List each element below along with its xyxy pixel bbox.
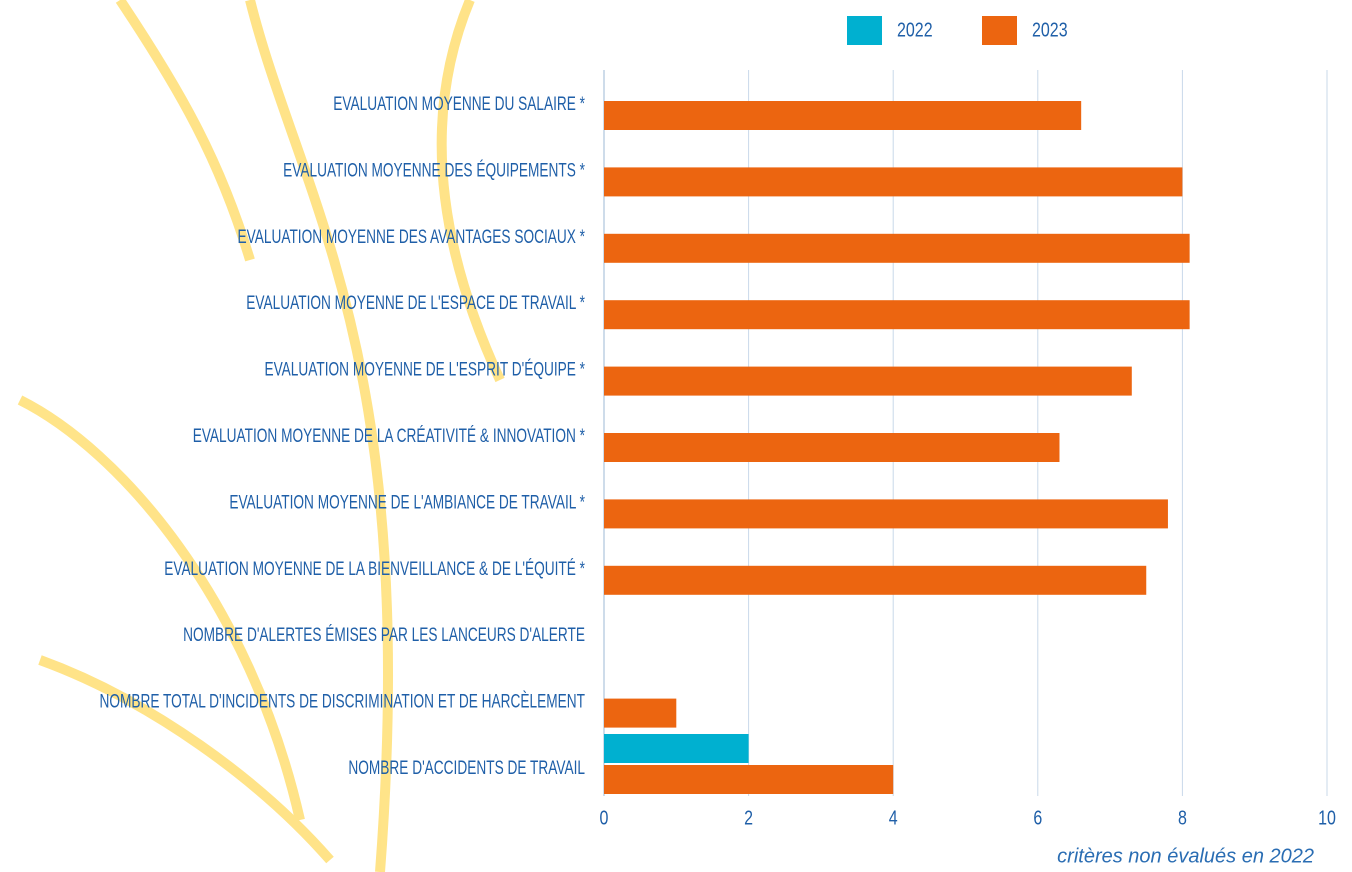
category-label-group: EVALUATION MOYENNE DE LA CRÉATIVITÉ & IN… xyxy=(193,425,586,447)
category-label-group: EVALUATION MOYENNE DE L'AMBIANCE DE TRAV… xyxy=(229,491,585,513)
category-label-group: NOMBRE D'ACCIDENTS DE TRAVAIL xyxy=(348,757,585,779)
bar xyxy=(604,167,1183,197)
bar xyxy=(604,101,1082,130)
category-label: EVALUATION MOYENNE DES ÉQUIPEMENTS * xyxy=(283,159,585,181)
category-label: NOMBRE TOTAL D'INCIDENTS DE DISCRIMINATI… xyxy=(99,690,585,712)
category-label-group: EVALUATION MOYENNE DE L'ESPACE DE TRAVAI… xyxy=(246,292,585,314)
x-tick-group: 2 xyxy=(744,807,753,829)
background-decoration xyxy=(17,0,505,872)
bar xyxy=(604,300,1190,330)
bar xyxy=(604,366,1132,396)
category-label: NOMBRE D'ALERTES ÉMISES PAR LES LANCEURS… xyxy=(183,624,585,646)
category-label: EVALUATION MOYENNE DE L'ESPACE DE TRAVAI… xyxy=(246,292,585,314)
category-label-group: EVALUATION MOYENNE DES AVANTAGES SOCIAUX… xyxy=(238,226,586,248)
legend-label-group: 2022 xyxy=(897,19,933,41)
category-label-group: EVALUATION MOYENNE DU SALAIRE * xyxy=(333,93,585,115)
bar xyxy=(604,734,749,763)
legend-swatch xyxy=(847,16,882,45)
bar xyxy=(604,433,1060,462)
category-label-group: EVALUATION MOYENNE DE LA BIENVEILLANCE &… xyxy=(164,558,585,580)
legend-label-group: 2023 xyxy=(1032,19,1068,41)
bar xyxy=(604,233,1190,263)
category-label: EVALUATION MOYENNE DE LA BIENVEILLANCE &… xyxy=(164,558,585,580)
x-tick-group: 6 xyxy=(1033,807,1042,829)
category-label: EVALUATION MOYENNE DE L'AMBIANCE DE TRAV… xyxy=(229,491,585,513)
annotation: critères non évalués en 2022 xyxy=(1057,845,1314,867)
x-tick-label: 6 xyxy=(1033,807,1042,829)
x-tick-group: 0 xyxy=(600,807,609,829)
category-label: EVALUATION MOYENNE DU SALAIRE * xyxy=(333,93,585,115)
category-label: EVALUATION MOYENNE DE L'ESPRIT D'ÉQUIPE … xyxy=(264,358,585,380)
x-tick-label: 10 xyxy=(1318,807,1336,829)
legend-swatch xyxy=(982,16,1017,45)
category-label-group: NOMBRE D'ALERTES ÉMISES PAR LES LANCEURS… xyxy=(183,624,585,646)
bar xyxy=(604,499,1168,529)
category-label-group: EVALUATION MOYENNE DE L'ESPRIT D'ÉQUIPE … xyxy=(264,358,585,380)
x-tick-group: 10 xyxy=(1318,807,1336,829)
legend-label: 2022 xyxy=(897,19,933,41)
category-label: NOMBRE D'ACCIDENTS DE TRAVAIL xyxy=(348,757,585,779)
category-label-group: EVALUATION MOYENNE DES ÉQUIPEMENTS * xyxy=(283,159,585,181)
x-tick-group: 8 xyxy=(1178,807,1187,829)
x-tick-group: 4 xyxy=(889,807,898,829)
category-label: EVALUATION MOYENNE DE LA CRÉATIVITÉ & IN… xyxy=(193,425,586,447)
x-tick-label: 4 xyxy=(889,807,898,829)
bar xyxy=(604,765,894,794)
legend-label: 2023 xyxy=(1032,19,1068,41)
x-tick-label: 2 xyxy=(744,807,753,829)
x-tick-label: 0 xyxy=(600,807,609,829)
bar xyxy=(604,565,1147,595)
bar xyxy=(604,698,677,728)
x-tick-label: 8 xyxy=(1178,807,1187,829)
category-label: EVALUATION MOYENNE DES AVANTAGES SOCIAUX… xyxy=(238,226,586,248)
category-label-group: NOMBRE TOTAL D'INCIDENTS DE DISCRIMINATI… xyxy=(99,690,585,712)
